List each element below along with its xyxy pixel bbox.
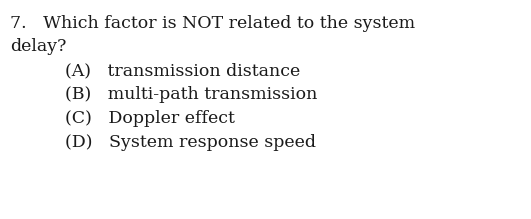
Text: 7.   Which factor is NOT related to the system: 7. Which factor is NOT related to the sy…: [10, 15, 415, 32]
Text: delay?: delay?: [10, 38, 66, 55]
Text: (D)   System response speed: (D) System response speed: [65, 134, 316, 151]
Text: (A)   transmission distance: (A) transmission distance: [65, 62, 300, 79]
Text: (B)   multi-path transmission: (B) multi-path transmission: [65, 86, 318, 103]
Text: (C)   Doppler effect: (C) Doppler effect: [65, 110, 235, 127]
